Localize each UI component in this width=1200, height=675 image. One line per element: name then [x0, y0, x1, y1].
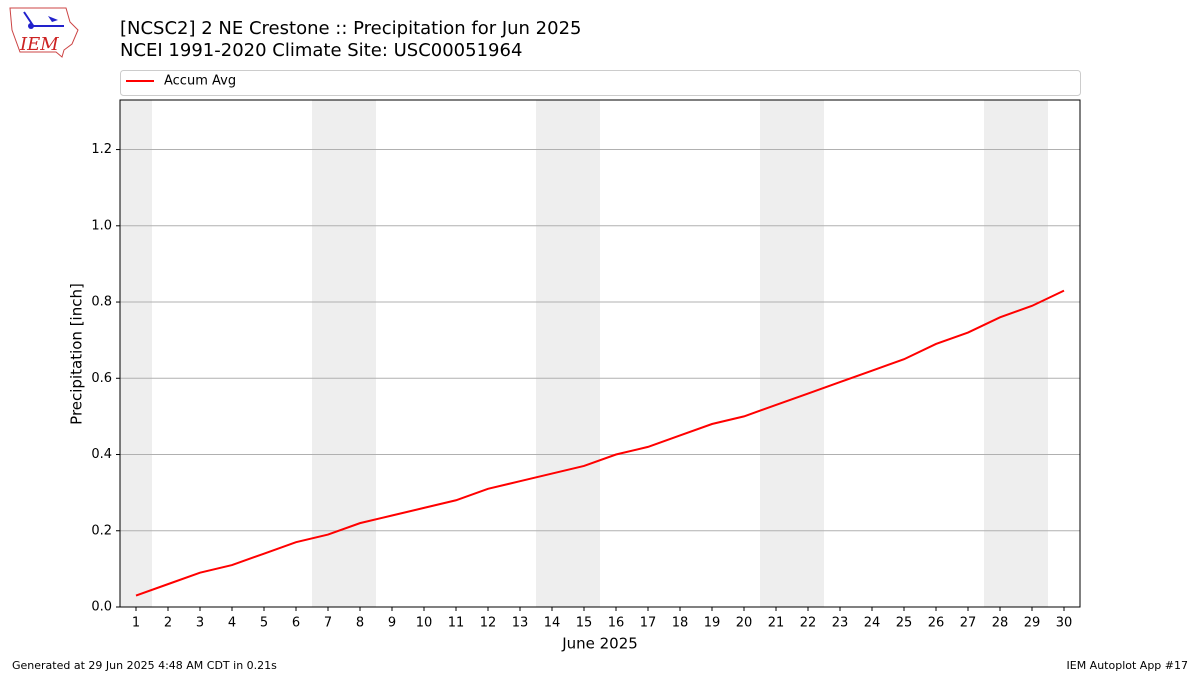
chart-title: [NCSC2] 2 NE Crestone :: Precipitation f…: [120, 18, 582, 39]
logo: IEM: [9, 7, 79, 58]
x-tick-label: 9: [388, 616, 396, 631]
logo-dot: [28, 23, 34, 29]
x-tick-label: 1: [132, 616, 140, 631]
logo-outline: [9, 7, 79, 58]
y-tick-label: 0.0: [91, 600, 112, 615]
x-tick-label: 17: [640, 616, 657, 631]
legend-label: Accum Avg: [164, 74, 236, 89]
x-tick-label: 16: [608, 616, 625, 631]
x-tick-label: 29: [1024, 616, 1041, 631]
logo-line: [23, 11, 33, 25]
weekend-band: [984, 100, 1048, 607]
x-tick-label: 3: [196, 616, 204, 631]
x-tick-label: 13: [512, 616, 529, 631]
series-line: [135, 289, 1065, 597]
x-tick-label: 15: [576, 616, 593, 631]
x-tick-label: 2: [164, 616, 172, 631]
footer-right: IEM Autoplot App #17: [1067, 659, 1189, 672]
x-tick-label: 7: [324, 616, 332, 631]
chart-subtitle: NCEI 1991-2020 Climate Site: USC00051964: [120, 40, 522, 61]
x-tick-label: 14: [544, 616, 561, 631]
y-axis-label: Precipitation [inch]: [68, 283, 86, 425]
y-tick-label: 1.2: [91, 142, 112, 157]
x-tick-label: 21: [768, 616, 785, 631]
x-tick-label: 11: [448, 616, 465, 631]
x-tick-label: 30: [1056, 616, 1073, 631]
x-tick-label: 4: [228, 616, 236, 631]
y-tick-label: 0.8: [91, 295, 112, 310]
y-tick-label: 0.6: [91, 371, 112, 386]
x-tick-label: 20: [736, 616, 753, 631]
x-axis-label: June 2025: [561, 635, 638, 653]
x-tick-label: 18: [672, 616, 689, 631]
weekend-band: [760, 100, 824, 607]
weekend-band: [536, 100, 600, 607]
x-tick-label: 23: [832, 616, 849, 631]
x-tick-label: 26: [928, 616, 945, 631]
x-tick-label: 24: [864, 616, 881, 631]
y-tick-label: 1.0: [91, 218, 112, 233]
x-tick-label: 27: [960, 616, 977, 631]
x-tick-label: 28: [992, 616, 1009, 631]
plot-frame: [119, 99, 1081, 608]
footer-left: Generated at 29 Jun 2025 4:48 AM CDT in …: [12, 659, 277, 672]
logo-shape: [48, 16, 58, 22]
y-tick-label: 0.4: [91, 447, 112, 462]
x-tick-label: 19: [704, 616, 721, 631]
weekend-band: [120, 100, 152, 607]
x-tick-label: 10: [416, 616, 433, 631]
x-tick-label: 5: [260, 616, 268, 631]
x-tick-label: 25: [896, 616, 913, 631]
logo-text: IEM: [19, 34, 59, 55]
y-tick-label: 0.2: [91, 523, 112, 538]
legend-box: [120, 70, 1081, 96]
plot-area: 0.00.20.40.60.81.01.21 2 3 4 5 6 7 8 9 10 11 12 13 14…: [91, 74, 1081, 631]
x-tick-label: 6: [292, 616, 300, 631]
x-tick-label: 8: [356, 616, 364, 631]
x-tick-label: 12: [480, 616, 497, 631]
x-tick-label: 22: [800, 616, 817, 631]
